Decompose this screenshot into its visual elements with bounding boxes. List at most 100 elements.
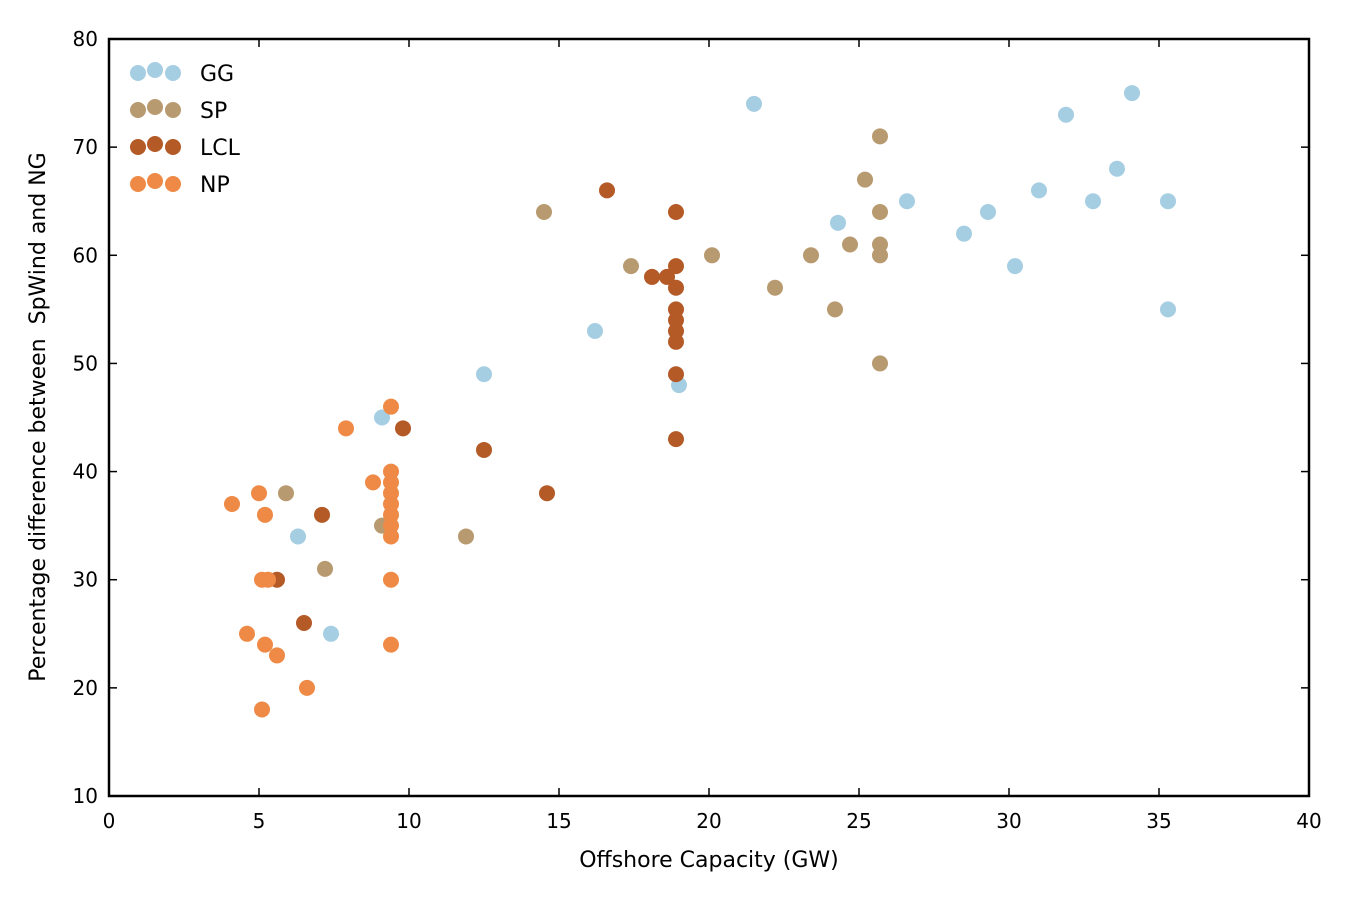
legend-marker-np [130,176,146,192]
x-tick-label: 20 [696,809,721,833]
axis-ticks: 0 5 10 15 20 25 30 35 40 10 20 30 40 50 60 70 80 [73,27,1322,833]
point-lcl [539,485,555,502]
point-np [383,528,399,545]
y-tick-label: 70 [73,135,98,159]
point-sp [536,204,552,221]
point-lcl [296,614,312,631]
point-sp [803,247,819,264]
x-tick-label: 0 [103,809,116,833]
point-np [383,636,399,653]
legend: GG SP LCL NP [130,62,241,198]
point-sp [872,247,888,264]
y-tick-label: 40 [73,460,98,484]
legend-marker-gg [130,65,146,81]
x-tick-label: 35 [1146,809,1171,833]
point-sp [704,247,720,264]
legend-marker-sp [165,102,181,118]
point-gg [1031,182,1047,199]
point-gg [1007,258,1023,275]
legend-marker-sp [147,99,163,115]
point-np [383,398,399,415]
point-gg [1160,193,1176,210]
legend-marker-np [165,176,181,192]
x-tick-label: 25 [846,809,871,833]
point-lcl [659,268,675,285]
point-np [383,571,399,588]
point-lcl [668,333,684,350]
x-tick-label: 15 [546,809,571,833]
y-tick-label: 50 [73,351,98,375]
legend-marker-np [147,173,163,189]
point-gg [830,214,846,231]
point-gg [956,225,972,242]
point-gg [1124,85,1140,102]
point-sp [317,560,333,577]
point-gg [746,95,762,112]
point-lcl [668,258,684,275]
point-np [365,474,381,491]
point-lcl [599,182,615,199]
point-gg [323,625,339,642]
point-lcl [668,431,684,448]
point-sp [842,236,858,253]
point-sp [857,171,873,188]
point-gg [899,193,915,210]
point-sp [767,279,783,296]
point-sp [458,528,474,545]
legend-marker-lcl [165,139,181,155]
x-tick-label: 10 [396,809,421,833]
point-np [299,679,315,696]
legend-marker-gg [165,65,181,81]
y-tick-label: 60 [73,243,98,267]
point-np [269,647,285,664]
legend-label-sp: SP [200,99,227,124]
point-np [257,636,273,653]
y-tick-label: 20 [73,676,98,700]
legend-label-gg: GG [200,62,234,87]
x-tick-label: 30 [996,809,1021,833]
legend-label-np: NP [200,173,230,198]
point-gg [980,204,996,221]
point-sp [827,301,843,318]
point-lcl [395,420,411,437]
point-sp [872,128,888,145]
point-np [239,625,255,642]
point-lcl [314,506,330,523]
point-np [224,496,240,513]
x-tick-label: 5 [253,809,266,833]
point-gg [1058,106,1074,123]
y-axis-label: Percentage difference between SpWind and… [26,152,51,681]
point-gg [374,409,390,426]
legend-label-lcl: LCL [200,136,241,161]
point-gg [476,366,492,383]
point-np [257,506,273,523]
point-gg [290,528,306,545]
point-gg [1085,193,1101,210]
legend-marker-lcl [130,139,146,155]
x-tick-label: 40 [1296,809,1321,833]
point-gg [1109,160,1125,177]
point-np [338,420,354,437]
point-sp [872,355,888,372]
point-gg [1160,301,1176,318]
point-lcl [668,204,684,221]
y-tick-label: 10 [73,784,98,808]
legend-marker-gg [147,62,163,78]
plot-frame [107,37,1311,798]
point-sp [278,485,294,502]
point-lcl [668,366,684,383]
point-gg [587,322,603,339]
point-sp [872,204,888,221]
legend-marker-lcl [147,136,163,152]
point-lcl [668,279,684,296]
point-lcl [476,441,492,458]
point-sp [623,258,639,275]
point-lcl [644,268,660,285]
y-tick-label: 30 [73,568,98,592]
data-points [224,85,1176,718]
point-np [254,701,270,718]
point-np [251,485,267,502]
legend-marker-sp [130,102,146,118]
point-np [260,571,276,588]
